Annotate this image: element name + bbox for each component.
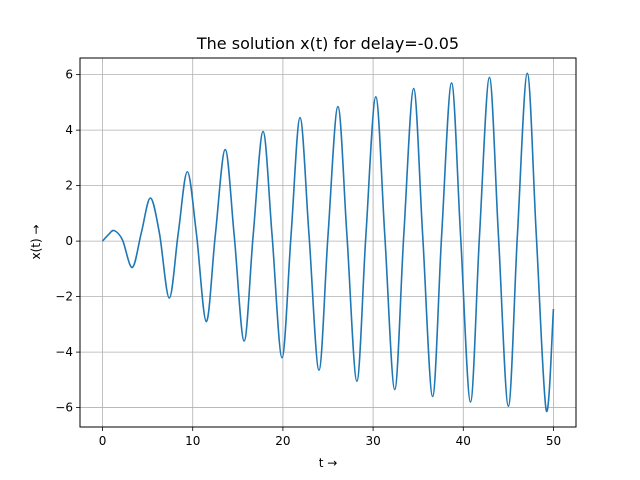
plot-frame — [79, 57, 577, 428]
x-tick-label: 10 — [185, 434, 200, 448]
x-tick-label: 0 — [99, 434, 107, 448]
x-tick-label: 30 — [365, 434, 380, 448]
y-tick-label: −4 — [55, 345, 73, 359]
x-tick-label: 40 — [456, 434, 471, 448]
y-tick-label: 4 — [65, 123, 73, 137]
x-tick-label: 20 — [275, 434, 290, 448]
x-tick-label: 50 — [546, 434, 561, 448]
y-tick-label: 2 — [65, 179, 73, 193]
tick-layer: 0 10 20 30 40 50 −6 −4 −2 0 2 4 6 — [55, 68, 561, 448]
x-axis-label: t → — [319, 456, 338, 470]
y-axis-label: x(t) → — [29, 224, 43, 259]
y-tick-label: 0 — [65, 234, 73, 248]
series-layer — [101, 72, 555, 413]
chart-title: The solution x(t) for delay=-0.05 — [196, 34, 459, 53]
grid-layer — [80, 58, 576, 427]
series-line — [101, 72, 555, 413]
y-tick-label: 6 — [65, 68, 73, 82]
y-tick-label: −6 — [55, 401, 73, 415]
y-tick-label: −2 — [55, 290, 73, 304]
